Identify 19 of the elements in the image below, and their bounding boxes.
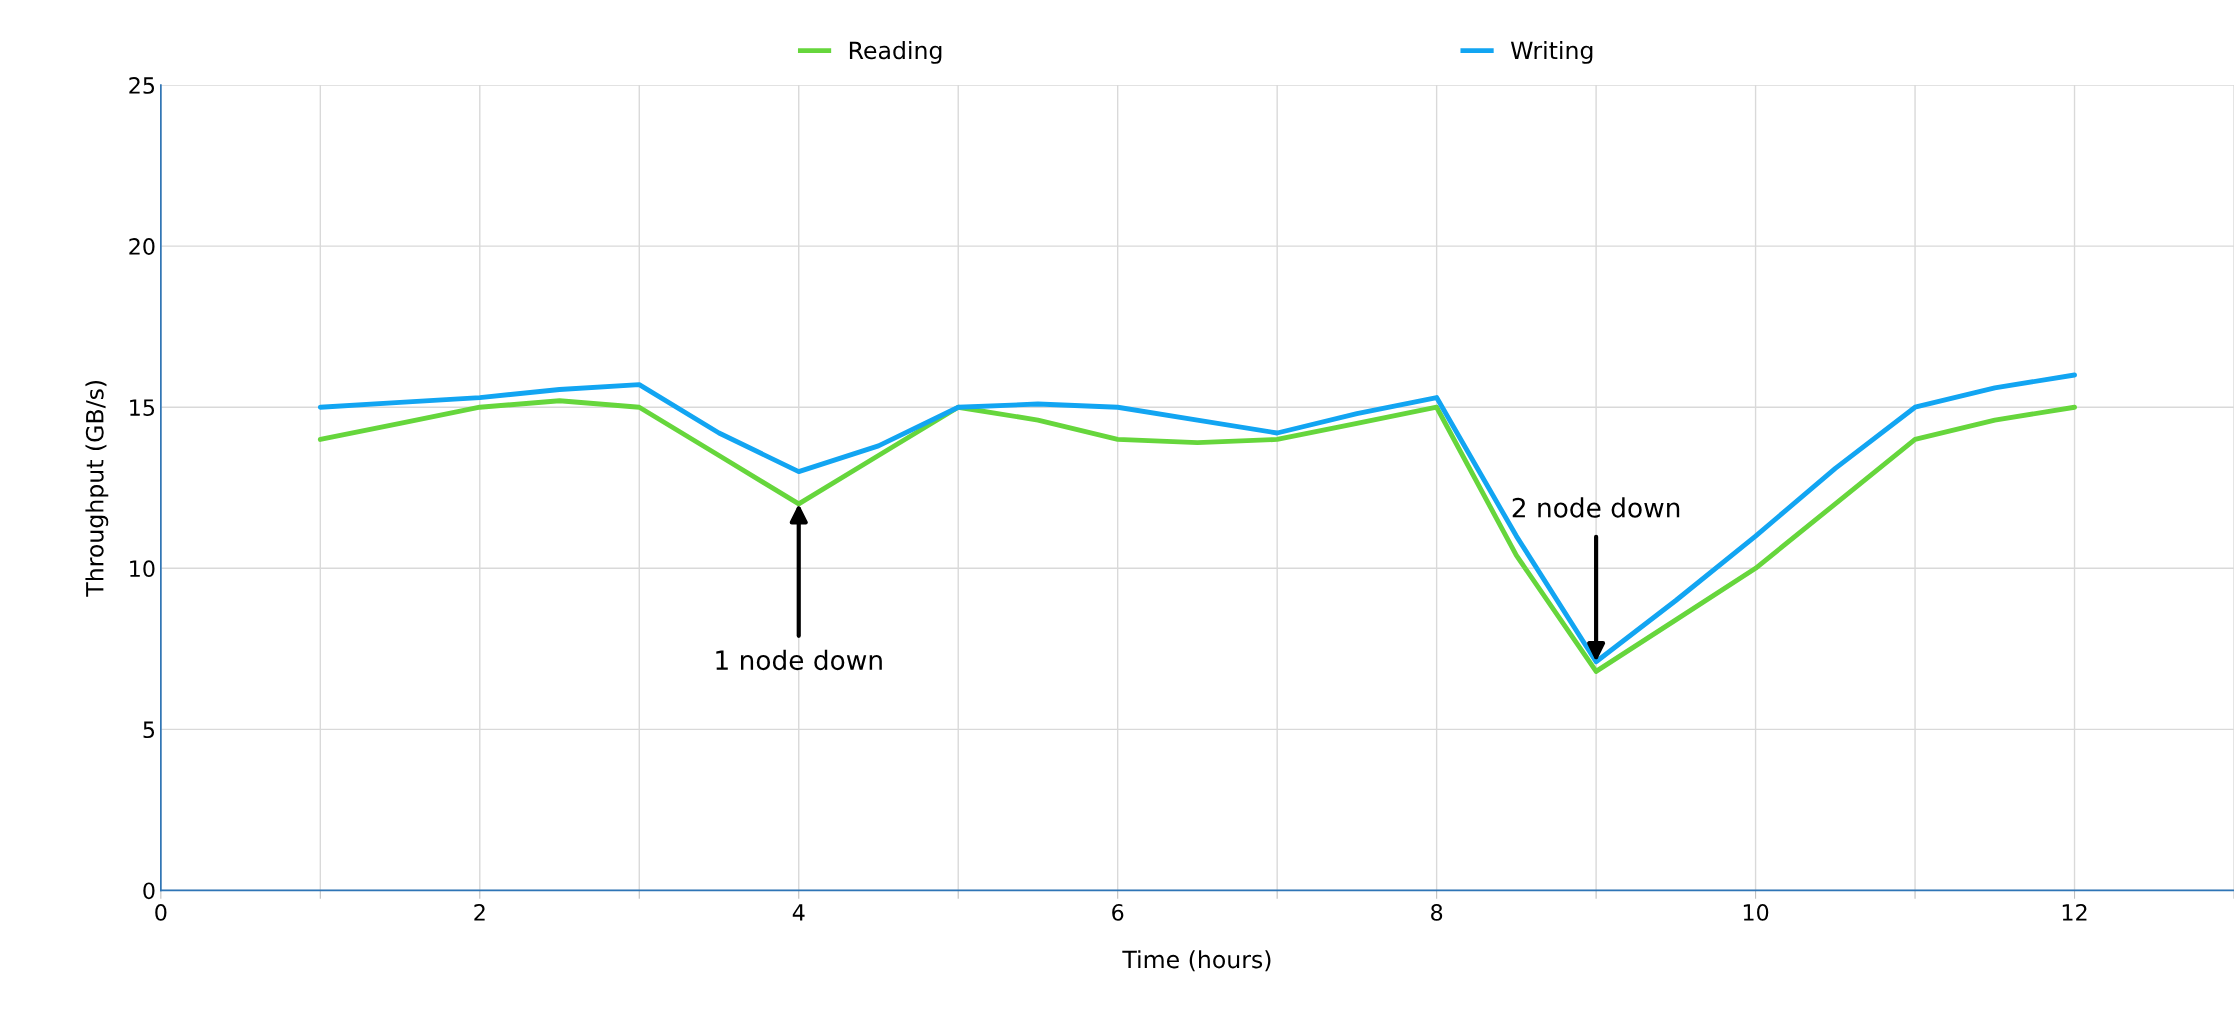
y-tick-label: 10 — [130, 560, 155, 578]
x-tick-label: 10 — [1743, 904, 1769, 921]
x-tick-label: 6 — [1112, 904, 1124, 921]
y-tick-label: 5 — [143, 721, 155, 739]
x-tick-label: 2 — [474, 904, 485, 921]
legend-label: Reading — [849, 40, 942, 64]
x-tick-label: 8 — [1431, 904, 1443, 921]
annotation: 2 node down — [1512, 497, 1680, 518]
legend-label: Writing — [1510, 40, 1593, 64]
x-axis-title: Time (hours) — [1122, 950, 1271, 972]
y-tick-label: 0 — [143, 882, 155, 900]
y-axis-title: Throughput (GB/s) — [85, 380, 109, 597]
x-tick-label: 0 — [155, 904, 167, 921]
y-tick-label: 20 — [129, 238, 155, 255]
x-tick-label: 12 — [2062, 904, 2087, 921]
y-tick-label: 15 — [130, 399, 155, 416]
x-tick-label: 4 — [792, 904, 805, 921]
y-tick-label: 25 — [129, 77, 155, 94]
annotation: 1 node down — [716, 649, 882, 671]
